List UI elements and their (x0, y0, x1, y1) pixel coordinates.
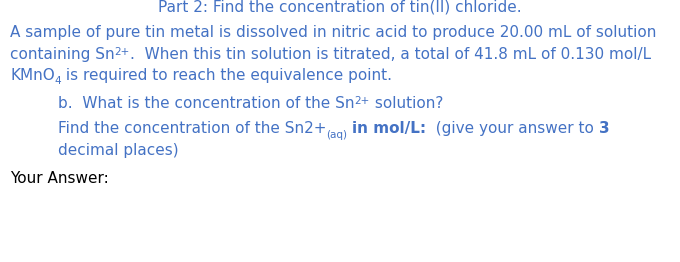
Text: Part 2: Find the concentration of tin(II) chloride.: Part 2: Find the concentration of tin(II… (158, 0, 522, 15)
Text: KMnO: KMnO (10, 68, 55, 83)
Text: (give your answer to: (give your answer to (426, 121, 599, 136)
Text: solution?: solution? (370, 96, 443, 111)
Text: decimal places): decimal places) (58, 143, 179, 158)
Text: containing Sn: containing Sn (10, 47, 115, 62)
Text: 2+: 2+ (115, 47, 130, 57)
Text: A sample of pure tin metal is dissolved in nitric acid to produce 20.00 mL of so: A sample of pure tin metal is dissolved … (10, 25, 656, 40)
Text: (aq): (aq) (326, 129, 347, 139)
Text: .  When this tin solution is titrated, a total of 41.8 mL of 0.130 mol/L: . When this tin solution is titrated, a … (130, 47, 651, 62)
Text: is required to reach the equivalence point.: is required to reach the equivalence poi… (61, 68, 392, 83)
Text: 2+: 2+ (354, 96, 370, 106)
Text: 4: 4 (55, 76, 61, 86)
Text: in mol/L:: in mol/L: (352, 121, 426, 136)
Text: Find the concentration of the Sn2+: Find the concentration of the Sn2+ (58, 121, 326, 136)
Text: b.  What is the concentration of the Sn: b. What is the concentration of the Sn (58, 96, 354, 111)
Text: 3: 3 (599, 121, 610, 136)
Text: Your Answer:: Your Answer: (10, 171, 109, 186)
